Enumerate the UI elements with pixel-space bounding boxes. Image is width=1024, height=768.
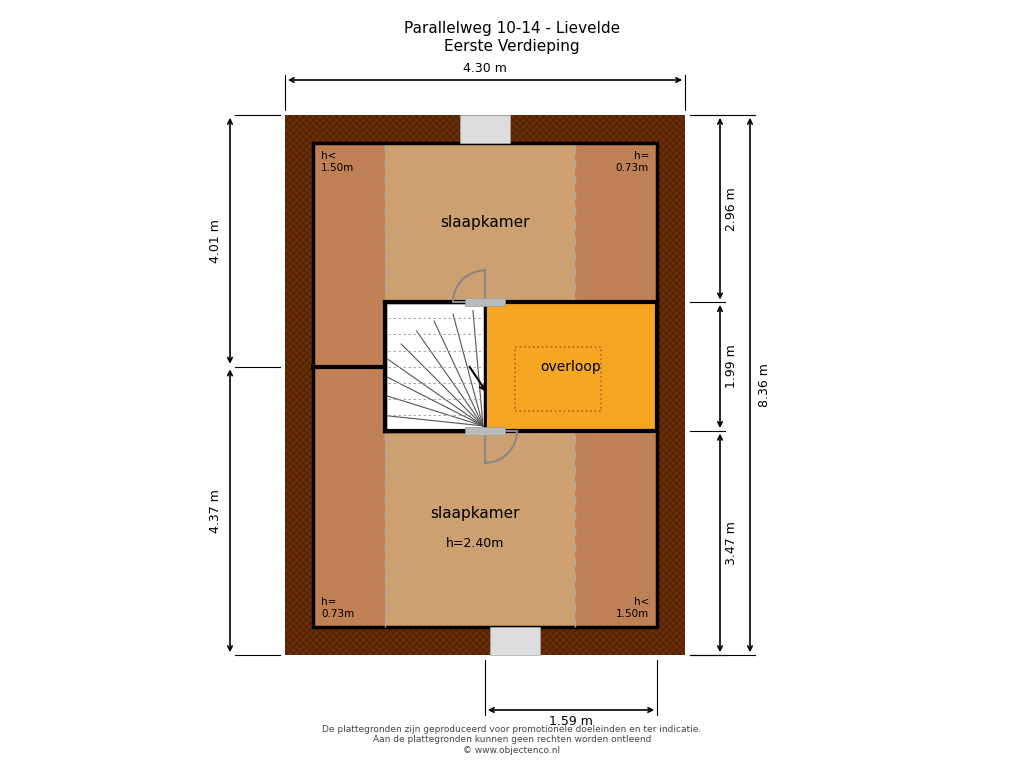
Text: 3.47 m: 3.47 m (725, 521, 738, 565)
Text: h<
1.50m: h< 1.50m (321, 151, 354, 173)
Text: 2.96 m: 2.96 m (725, 187, 738, 230)
Bar (285, 115, 685, 655)
Bar (285, 115, 685, 655)
Text: 1.59 m: 1.59 m (549, 715, 593, 728)
Bar (385, 303, 485, 431)
Text: 4.01 m: 4.01 m (209, 219, 222, 263)
Text: Eerste Verdieping: Eerste Verdieping (444, 38, 580, 54)
Text: De plattegronden zijn geproduceerd voor promotionele doeleinden en ter indicatie: De plattegronden zijn geproduceerd voor … (323, 725, 701, 755)
Bar (313, 143, 657, 627)
Bar (460, 115, 510, 143)
Text: h=
0.73m: h= 0.73m (321, 598, 354, 619)
Bar (285, 115, 685, 655)
Text: 4.37 m: 4.37 m (209, 489, 222, 533)
Bar (485, 303, 657, 431)
Bar (465, 298, 505, 306)
Text: h=2.40m: h=2.40m (445, 538, 504, 551)
Bar (515, 346, 601, 411)
Text: h<
1.50m: h< 1.50m (615, 598, 649, 619)
Text: overloop: overloop (541, 359, 601, 373)
Text: slaapkamer: slaapkamer (440, 215, 529, 230)
Text: 8.36 m: 8.36 m (758, 363, 771, 407)
Bar (490, 627, 540, 655)
Bar (313, 143, 385, 627)
Bar (385, 143, 575, 627)
Bar (575, 143, 657, 627)
Text: 4.30 m: 4.30 m (463, 62, 507, 75)
Bar (465, 427, 505, 435)
Text: h=
0.73m: h= 0.73m (615, 151, 649, 173)
Text: 1.99 m: 1.99 m (725, 345, 738, 389)
Text: Parallelweg 10-14 - Lievelde: Parallelweg 10-14 - Lievelde (403, 21, 621, 35)
Text: slaapkamer: slaapkamer (430, 506, 520, 521)
